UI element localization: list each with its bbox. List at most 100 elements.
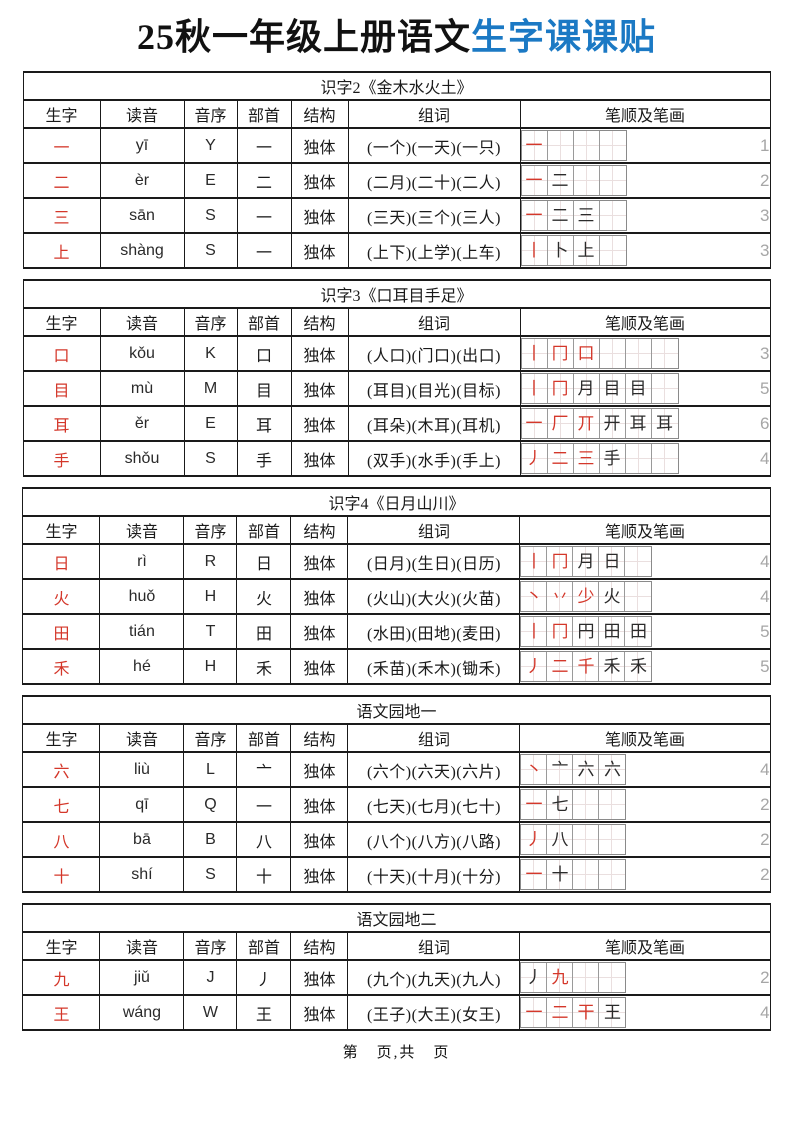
table-title-row: 语文园地二	[22, 903, 771, 934]
stroke-cell	[573, 963, 600, 993]
stroke-order-cell: 丨卜上 3	[519, 232, 771, 270]
stroke-cell: 丷	[547, 582, 574, 612]
pinyin-cell: liù	[99, 751, 185, 789]
char-cell: 王	[22, 994, 101, 1032]
column-header: 组词	[347, 515, 521, 546]
char-cell: 耳	[22, 405, 101, 443]
stroke-cell: 九	[547, 963, 574, 993]
stroke-cell	[625, 444, 652, 474]
stroke-cell: 卜	[547, 236, 574, 266]
char-cell: 日	[22, 543, 101, 581]
character-row: 田 tián T 田独体 (水田)(田地)(麦田) 丨冂円田田 5	[22, 613, 771, 651]
structure-cell: 独体	[290, 648, 349, 686]
stroke-order-cell: 一十 2	[519, 856, 771, 894]
radical-cell: 一	[236, 786, 292, 824]
pinyin-cell: wáng	[99, 994, 185, 1032]
stroke-grid: 一二干王	[520, 997, 627, 1029]
column-header: 部首	[236, 515, 292, 546]
stroke-cell: 丌	[573, 409, 600, 439]
pinyin-cell: qī	[99, 786, 185, 824]
stroke-cell: 丶	[521, 755, 548, 785]
structure-cell: 独体	[290, 994, 349, 1032]
character-row: 七 qī Q 一独体 (七天)(七月)(七十) 一七 2	[22, 786, 771, 824]
column-header: 读音	[99, 99, 185, 130]
stroke-cell: 丨	[521, 236, 548, 266]
stroke-count: 4	[760, 551, 770, 571]
stroke-cell	[599, 201, 626, 231]
stroke-grid: 丨冂月目目	[521, 373, 679, 405]
pinyin-cell: hé	[99, 648, 185, 686]
stroke-cell: 厂	[547, 409, 574, 439]
words-cell: (双手)(水手)(手上)	[347, 440, 521, 478]
stroke-cell	[599, 825, 626, 855]
structure-cell: 独体	[290, 405, 349, 443]
stroke-cell: 目	[599, 374, 626, 404]
table-title: 识字2《金木水火土》	[22, 71, 771, 102]
character-row: 火 huǒ H 火独体 (火山)(大火)(火苗) 丶丷少火 4	[22, 578, 771, 616]
char-cell: 七	[22, 786, 101, 824]
stroke-grid: 丨冂口	[521, 338, 679, 370]
column-header: 读音	[99, 931, 185, 962]
words-cell: (人口)(门口)(出口)	[347, 335, 521, 373]
stroke-order-wrap: 一二干王 4	[520, 997, 769, 1029]
stroke-cell	[573, 860, 600, 890]
stroke-cell: 千	[573, 652, 600, 682]
pinyin-cell: huǒ	[99, 578, 185, 616]
stroke-count: 2	[760, 794, 770, 814]
stroke-cell: 开	[599, 409, 626, 439]
radical-cell: 十	[236, 856, 292, 894]
pinyin-cell: èr	[99, 162, 185, 200]
stroke-order-cell: 一厂丌开耳耳 6	[519, 405, 771, 443]
stroke-order-cell: 丶亠六六 4	[519, 751, 771, 789]
stroke-cell: 円	[573, 617, 600, 647]
column-header: 结构	[290, 515, 349, 546]
stroke-cell	[599, 790, 626, 820]
stroke-cell: 冂	[547, 547, 574, 577]
stroke-order-wrap: 丿二千禾禾 5	[520, 651, 769, 683]
stroke-cell	[599, 963, 626, 993]
stroke-cell	[625, 339, 652, 369]
structure-cell: 独体	[290, 959, 349, 997]
stroke-order-cell: 丨冂口 3	[519, 335, 771, 373]
stroke-cell: 月	[573, 547, 600, 577]
stroke-order-cell: 丿九 2	[519, 959, 771, 997]
character-row: 三 sān S 一独体 (三天)(三个)(三人) 一二三 3	[22, 197, 771, 235]
stroke-cell: 二	[547, 652, 574, 682]
structure-cell: 独体	[290, 751, 349, 789]
column-header: 部首	[236, 99, 292, 130]
pinyin-cell: shàng	[99, 232, 185, 270]
stroke-grid: 丿二千禾禾	[520, 651, 653, 683]
stroke-cell: 一	[521, 860, 548, 890]
initial-cell: S	[183, 232, 238, 270]
stroke-count: 3	[760, 205, 770, 225]
stroke-cell	[573, 790, 600, 820]
pinyin-cell: mù	[99, 370, 185, 408]
stroke-order-wrap: 丨冂月目目 5	[521, 373, 769, 405]
stroke-cell: 六	[573, 755, 600, 785]
stroke-count: 2	[760, 170, 770, 190]
radical-cell: 手	[236, 440, 292, 478]
stroke-cell: 王	[599, 998, 626, 1028]
char-cell: 三	[22, 197, 101, 235]
stroke-cell: 丿	[521, 825, 548, 855]
stroke-cell: 冂	[547, 374, 574, 404]
radical-cell: 田	[236, 613, 292, 651]
structure-cell: 独体	[290, 440, 349, 478]
character-row: 上 shàng S 一独体 (上下)(上学)(上车) 丨卜上 3	[22, 232, 771, 270]
initial-cell: L	[183, 751, 238, 789]
stroke-cell: 丿	[521, 444, 548, 474]
radical-cell: 亠	[236, 751, 292, 789]
stroke-cell	[547, 131, 574, 161]
pinyin-cell: ěr	[99, 405, 185, 443]
character-row: 十 shí S 十独体 (十天)(十月)(十分) 一十 2	[22, 856, 771, 894]
structure-cell: 独体	[290, 543, 349, 581]
stroke-cell: 丨	[521, 339, 548, 369]
initial-cell: E	[183, 405, 238, 443]
stroke-cell: 丨	[521, 617, 548, 647]
stroke-order-cell: 丨冂月日 4	[519, 543, 771, 581]
radical-cell: 火	[236, 578, 292, 616]
stroke-cell: 丨	[521, 374, 548, 404]
column-header: 组词	[347, 723, 521, 754]
pinyin-cell: rì	[99, 543, 185, 581]
